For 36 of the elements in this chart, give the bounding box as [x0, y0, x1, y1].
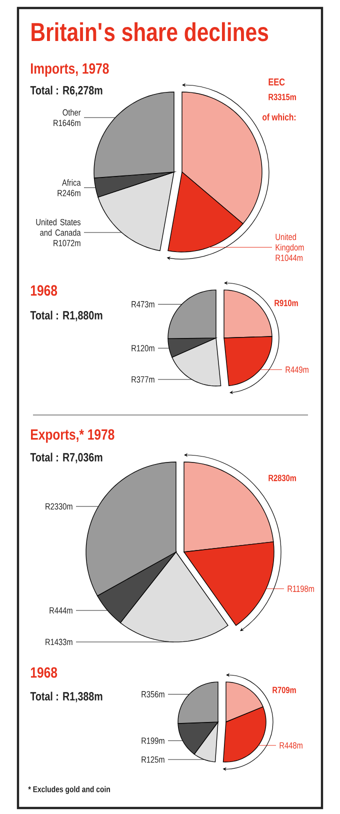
chart-title: 1968: [30, 667, 58, 678]
text: R910m: [274, 300, 298, 306]
text: EEC: [268, 78, 285, 86]
chart-title: 1968: [30, 285, 58, 296]
data-label: R444m: [50, 607, 72, 614]
chart-title: Exports,* 1978: [31, 429, 114, 443]
text: Total : R6,278m: [30, 86, 102, 96]
data-label: R449m: [286, 366, 308, 373]
data-label: R120m: [132, 344, 154, 352]
data-label: R125m: [142, 756, 164, 763]
data-label: R1433m: [46, 638, 72, 646]
data-label: R377m: [132, 376, 154, 383]
data-label: R1072m: [54, 240, 80, 246]
data-label: R1044m: [276, 254, 302, 262]
text: * Excludes gold and coin: [28, 786, 110, 794]
data-label: R199m: [142, 738, 164, 744]
text: R709m: [272, 686, 296, 694]
data-label: R2330m: [46, 503, 72, 510]
chart-subtitle: Total : R7,036m: [30, 452, 102, 464]
slice-label: Africa: [62, 179, 81, 186]
data-label: R448m: [280, 742, 302, 749]
slice-label: United States and Canada: [36, 218, 81, 236]
data-label: R356m: [142, 691, 164, 698]
data-label: R246m: [58, 190, 80, 196]
text: R2830m: [268, 474, 296, 482]
chart-subtitle: Imports, 1978: [31, 63, 109, 77]
text: of which:: [262, 114, 296, 120]
text: Total : R1,388m: [30, 692, 102, 702]
data-label: R473m: [132, 301, 154, 308]
chart-title: Britain's share declines: [32, 22, 268, 42]
data-label: R1198m: [288, 586, 314, 592]
slice-label: Other: [62, 109, 81, 116]
data-label: R1646m: [54, 120, 80, 126]
text: R3315m: [268, 94, 296, 100]
slice-label: United Kingdom: [276, 234, 304, 252]
text: Total : R1,880m: [30, 310, 102, 322]
